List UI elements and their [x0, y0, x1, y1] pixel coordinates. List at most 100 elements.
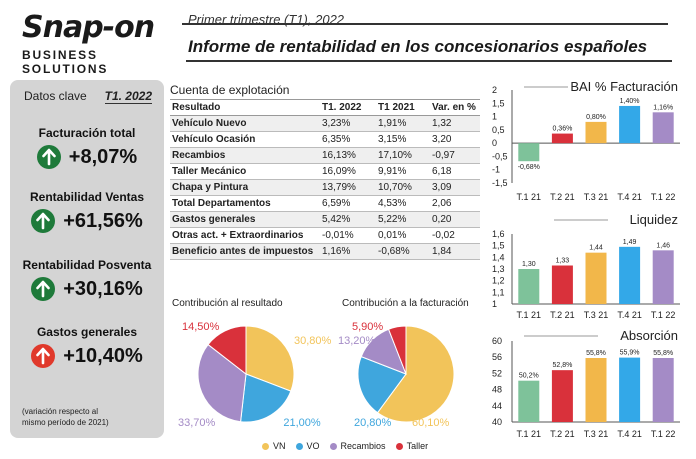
table-cell: 0,01%: [376, 227, 430, 244]
y-tick-label: 1,6: [492, 229, 505, 239]
footnote-line-1: (variación respecto al: [22, 407, 99, 416]
logo-tagline: BUSINESS SOLUTIONS: [22, 48, 109, 76]
table-row: Gastos generales 5,42% 5,22% 0,20: [170, 211, 480, 228]
bar: [518, 143, 540, 162]
pie-chart-result: 30,80% 21,00% 33,70% 14,50%: [178, 321, 332, 429]
y-tick-label: 2: [492, 85, 497, 95]
bar: [585, 121, 607, 144]
report-subtitle: Primer trimestre (T1), 2022: [188, 12, 345, 27]
bar: [585, 252, 607, 304]
table-cell: 10,70%: [376, 179, 430, 196]
kpi-label: Rentabilidad Ventas: [29, 190, 145, 204]
table-cell: 6,59%: [320, 195, 376, 212]
table-cell: -0,97: [430, 147, 480, 164]
kpi-value: +30,16%: [63, 277, 143, 300]
y-tick-label: 48: [492, 385, 502, 395]
pie-data-label: 60,10%: [412, 417, 450, 429]
table-cell: 4,53%: [376, 195, 430, 212]
x-tick-label: T.1 21: [517, 310, 542, 320]
table-cell: 3,20: [430, 131, 480, 148]
bar-data-label: 55,8%: [653, 350, 673, 357]
bar-data-label: 55,9%: [620, 350, 640, 357]
col-header: Var. en %: [430, 99, 480, 116]
bar-data-label: 1,40%: [620, 98, 640, 105]
table-row: Chapa y Pintura 13,79% 10,70% 3,09: [170, 179, 480, 196]
key-data-period: T1. 2022: [104, 89, 152, 104]
header-rule-bottom: [186, 60, 672, 62]
chart-title: Absorción: [620, 328, 678, 343]
y-tick-label: 1,4: [492, 252, 505, 262]
table-title: Cuenta de explotación: [170, 83, 290, 97]
bar-data-label: -0,68%: [518, 164, 540, 171]
row-label: Total Departamentos: [170, 195, 320, 212]
x-tick-label: T.4 21: [617, 192, 642, 202]
table-cell: 3,15%: [376, 131, 430, 148]
bar-chart-absorcion: Absorción 60 56 52 48 44 40 50,2% T.1 21 52,8% T.2…: [492, 328, 680, 439]
kpi-block: Rentabilidad Ventas +61,56%: [10, 190, 164, 233]
table-row: Beneficio antes de impuestos 1,16% -0,68% 1…: [170, 243, 480, 260]
col-header: Resultado: [170, 99, 320, 116]
bar: [518, 380, 540, 422]
bar: [551, 133, 573, 144]
x-tick-label: T.1 21: [517, 429, 542, 439]
table-row: Total Departamentos 6,59% 4,53% 2,06: [170, 195, 480, 212]
pie-slice-recambios: [197, 343, 247, 423]
table-row: Recambios 16,13% 17,10% -0,97: [170, 147, 480, 164]
legend-label: Recambios: [340, 441, 386, 451]
y-tick-label: 52: [492, 368, 502, 378]
bar-data-label: 1,44: [589, 245, 603, 252]
bar-data-label: 1,16%: [653, 104, 673, 111]
bar: [551, 370, 573, 422]
bar-data-label: 0,36%: [552, 126, 572, 133]
y-tick-label: 0,5: [492, 125, 505, 135]
bar-data-label: 52,8%: [552, 362, 572, 369]
table-cell: -0,02: [430, 227, 480, 244]
x-tick-label: T.3 21: [584, 429, 609, 439]
table-cell: 0,20: [430, 211, 480, 228]
y-tick-label: 1,1: [492, 287, 505, 297]
row-label: Chapa y Pintura: [170, 179, 320, 196]
bar: [585, 358, 607, 422]
pie-data-label: 14,50%: [182, 321, 220, 333]
table-cell: 2,06: [430, 195, 480, 212]
bar-data-label: 1,46: [656, 242, 670, 249]
x-tick-label: T.2 21: [550, 429, 575, 439]
x-tick-label: T.1 22: [651, 192, 676, 202]
footnote-line-2: mismo período de 2021): [22, 418, 109, 427]
x-tick-label: T.4 21: [617, 429, 642, 439]
arrow-up-icon: [31, 344, 56, 368]
bar-data-label: 1,30: [522, 261, 536, 268]
pie-slice-taller: [207, 325, 247, 376]
kpi-label: Gastos generales: [36, 325, 138, 339]
legend-label: VO: [306, 441, 320, 451]
y-tick-label: 60: [492, 336, 502, 346]
y-tick-label: 1,2: [492, 276, 505, 286]
bar: [652, 358, 674, 422]
table-cell: 1,84: [430, 243, 480, 260]
col-header: T1. 2022: [320, 99, 376, 116]
arrow-up-icon: [36, 145, 61, 169]
kpi-row: +61,56%: [10, 209, 164, 233]
legend-item-vo: VO: [295, 441, 320, 451]
chart-title: BAI % Facturación: [570, 79, 678, 94]
pie-data-label: 20,80%: [354, 417, 392, 429]
table-row: Vehículo Nuevo 3,23% 1,91% 1,32: [170, 115, 480, 132]
table-cell: 9,91%: [376, 163, 430, 180]
table-row: Vehículo Ocasión 6,35% 3,15% 3,20: [170, 131, 480, 148]
y-tick-label: 1,3: [492, 264, 505, 274]
x-tick-label: T.2 21: [550, 310, 575, 320]
table-cell: 5,22%: [376, 211, 430, 228]
legend-item-taller: Taller: [395, 441, 428, 451]
kpi-value: +10,40%: [63, 344, 143, 367]
pie-data-label: 30,80%: [294, 335, 332, 347]
bar: [652, 250, 674, 304]
table-cell: 16,09%: [320, 163, 376, 180]
x-tick-label: T.1 22: [651, 310, 676, 320]
y-tick-label: 40: [492, 417, 502, 427]
x-tick-label: T.1 22: [651, 429, 676, 439]
footnote: (variación respecto al mismo período de …: [22, 406, 109, 428]
bar-chart-liquidez: Liquidez 1,6 1,51,4 1,3 1,21,1 1 1,30 T.1 21 1,3…: [492, 212, 680, 320]
y-tick-label: 1: [492, 112, 497, 122]
key-data-title: Datos clave: [24, 89, 87, 103]
kpi-block: Rentabilidad Posventa +30,16%: [10, 258, 164, 301]
